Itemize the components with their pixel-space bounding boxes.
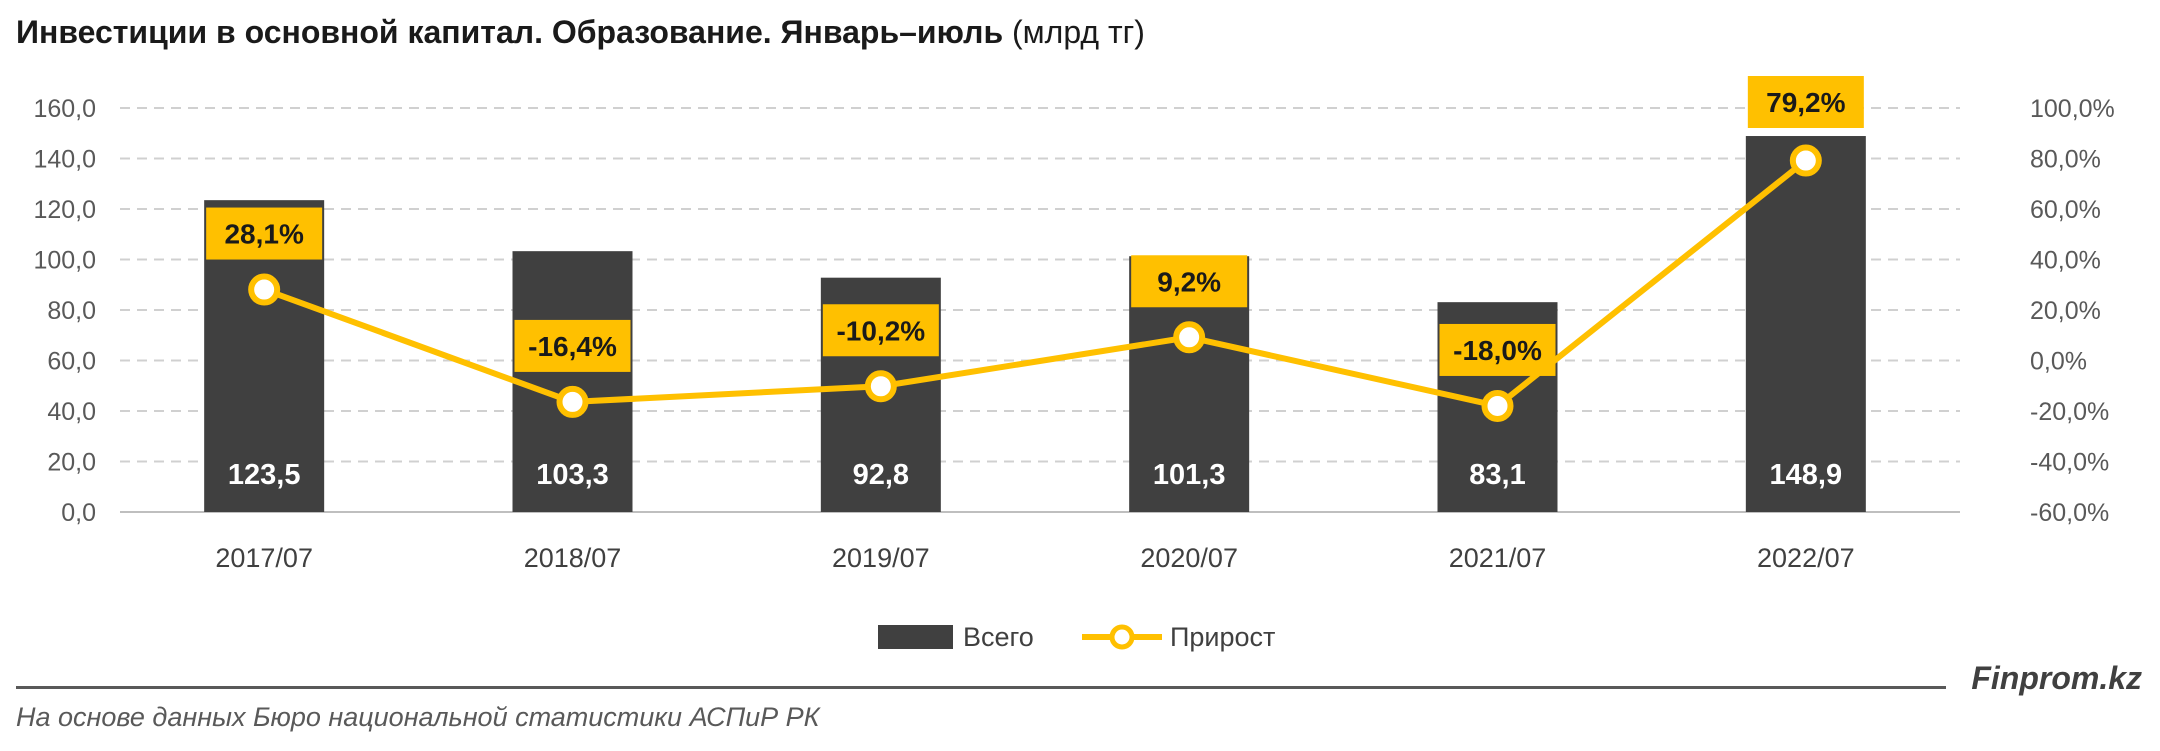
bar-value-label: 123,5 (228, 459, 301, 491)
y-left-tick-label: 20,0 (47, 449, 96, 477)
growth-label-box (1747, 76, 1864, 128)
bar-value-label: 103,3 (536, 459, 609, 491)
x-tick-label: 2017/07 (215, 543, 313, 573)
brand-label: Finprom.kz (1971, 660, 2142, 696)
bar-value-label: 148,9 (1770, 459, 1843, 491)
y-right-tick-label: -40,0% (2030, 449, 2109, 477)
bar (1745, 136, 1866, 512)
growth-value-label: 79,2% (1747, 76, 1864, 128)
x-tick-label: 2021/07 (1449, 543, 1547, 573)
growth-label-text: 9,2% (1157, 266, 1221, 297)
combo-chart: 0,0 20,0 40,0 60,0 80,0 100,0 120,0 140,0 160,0 -… (33, 76, 2115, 652)
y-left-tick-label: 160,0 (33, 95, 96, 123)
chart-title-main: Инвестиции в основной капитал. Образован… (16, 14, 1004, 50)
bar-value-label: 83,1 (1469, 459, 1525, 491)
growth-label-text: 79,2% (1766, 87, 1845, 118)
x-tick-label: 2022/07 (1757, 543, 1855, 573)
y-left-tick-label: 140,0 (33, 146, 96, 174)
growth-value-label: -18,0% (1439, 323, 1556, 376)
growth-label-text: -10,2% (836, 315, 925, 346)
legend-line-label: Прирост (1170, 622, 1275, 652)
growth-label-text: -18,0% (1453, 335, 1542, 366)
y-left-tick-label: 60,0 (47, 348, 96, 376)
y-left-tick-label: 80,0 (47, 297, 96, 325)
growth-label-text: 28,1% (224, 219, 303, 250)
y-left-tick-label: 120,0 (33, 196, 96, 224)
growth-point (248, 273, 281, 306)
y-right-tick-label: 40,0% (2030, 247, 2101, 275)
bar (512, 251, 633, 513)
growth-value-label: -16,4% (514, 319, 631, 372)
growth-point (1789, 144, 1822, 177)
y-left-tick-label: 40,0 (47, 398, 96, 426)
growth-label-box (822, 304, 939, 357)
bar-value-label: 101,3 (1153, 459, 1226, 491)
growth-value-label: 9,2% (1131, 255, 1248, 308)
y-left-tick-label: 0,0 (61, 499, 96, 527)
footer-divider (16, 686, 1946, 689)
growth-point (864, 370, 897, 403)
chart-title-unit: (млрд тг) (1012, 14, 1145, 50)
growth-value-label: -10,2% (822, 304, 939, 357)
growth-point (556, 385, 589, 418)
chart-title: Инвестиции в основной капитал. Образован… (16, 14, 1145, 51)
growth-point (1481, 389, 1514, 422)
y-right-tick-label: 60,0% (2030, 196, 2101, 224)
growth-label-text: -16,4% (528, 331, 617, 362)
growth-label-box (1131, 255, 1248, 308)
y-right-tick-label: -20,0% (2030, 398, 2109, 426)
y-right-tick-label: 20,0% (2030, 297, 2101, 325)
y-right-tick-label: 100,0% (2030, 95, 2115, 123)
legend-bar-label: Всего (963, 622, 1034, 652)
source-note: На основе данных Бюро национальной стати… (16, 702, 820, 732)
growth-value-label: 28,1% (206, 207, 323, 260)
legend-bar-swatch (878, 625, 953, 649)
growth-point (1173, 321, 1206, 354)
bar-value-label: 92,8 (853, 459, 909, 491)
legend: Всего Прирост (878, 622, 1275, 652)
y-right-tick-label: 80,0% (2030, 146, 2101, 174)
growth-label-box (514, 319, 631, 372)
y-left-tick-label: 100,0 (33, 247, 96, 275)
growth-label-box (206, 207, 323, 260)
growth-label-box (1439, 323, 1556, 376)
y-right-tick-label: 0,0% (2030, 348, 2087, 376)
legend-line-marker (1109, 624, 1135, 650)
x-tick-label: 2020/07 (1140, 543, 1238, 573)
x-tick-label: 2019/07 (832, 543, 930, 573)
growth-line (263, 158, 1808, 409)
y-right-tick-label: -60,0% (2030, 499, 2109, 527)
x-tick-label: 2018/07 (524, 543, 622, 573)
